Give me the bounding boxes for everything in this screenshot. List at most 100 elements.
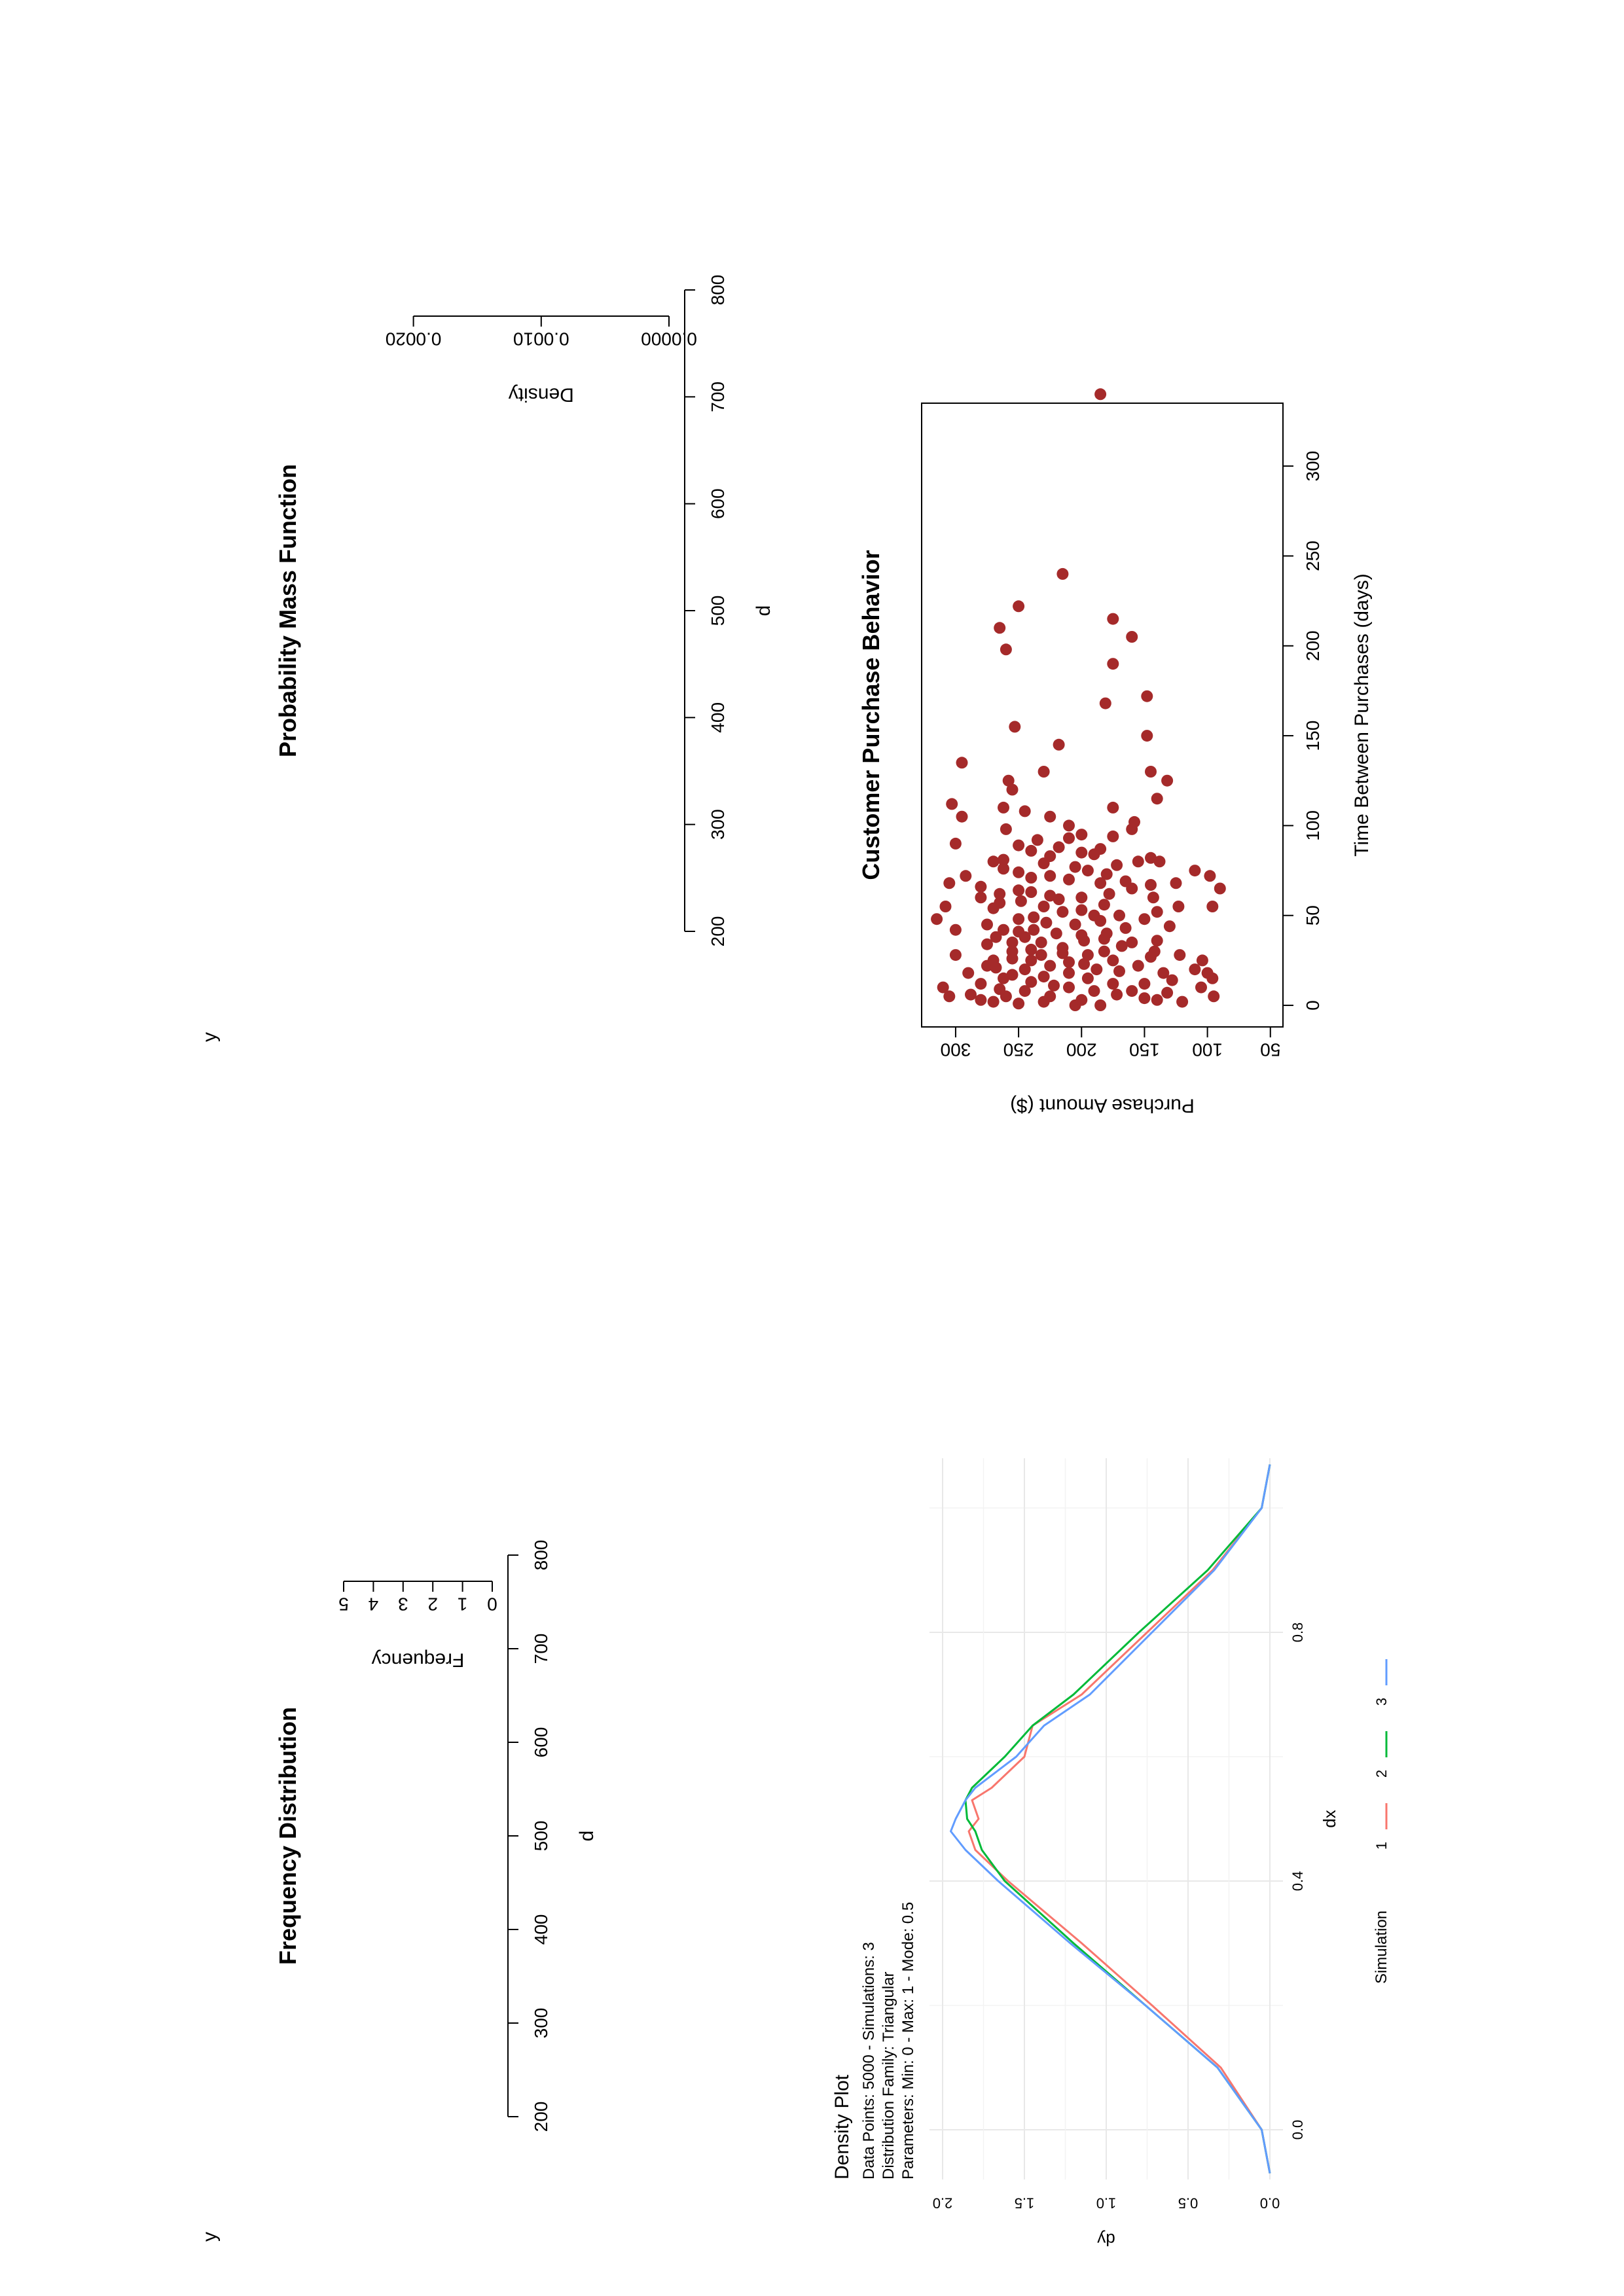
scatter-point [981, 939, 993, 950]
scatter-point [1038, 901, 1050, 912]
scatter-point [1189, 963, 1200, 975]
y-tick-label: 5 [338, 1594, 349, 1615]
scatter-point [1075, 905, 1087, 916]
scatter-point [1082, 973, 1094, 984]
scatter-point [1063, 833, 1075, 844]
scatter-point [1053, 841, 1065, 853]
scatter-point [1036, 937, 1047, 948]
scatter-point [1107, 613, 1119, 625]
density-plot-chart: 0.0 0.4 0.8 dx 0.0 0.5 1.0 1.5 2.0 dy Density Plot… [831, 1458, 1390, 2250]
scatter-point [1206, 901, 1218, 912]
scatter-point [1141, 691, 1153, 702]
x-axis-label: dx [1320, 1810, 1339, 1827]
x-tick-label: 600 [531, 1727, 551, 1758]
scatter-point [950, 838, 962, 850]
scatter-point [937, 982, 949, 994]
scatter-point [1015, 895, 1027, 907]
y-tick-label: 1 [458, 1594, 468, 1615]
scatter-point [1036, 949, 1047, 961]
legend-label: 3 [1373, 1698, 1390, 1706]
chart-title: Customer Purchase Behavior [857, 550, 884, 880]
scatter-point [931, 913, 943, 925]
scatter-point [1044, 811, 1056, 823]
density-line-series-2 [965, 1465, 1270, 2174]
scatter-point [1000, 823, 1012, 835]
scatter-point [1025, 976, 1037, 988]
scatter-point [1113, 910, 1125, 922]
scatter-point [1172, 901, 1184, 912]
scatter-point [994, 622, 1005, 634]
customer-purchase-behavior-chart: 0 50 100 150 200 250 300 Time Between Purchases… [857, 388, 1373, 1116]
scatter-point [965, 989, 977, 1001]
scatter-point [1044, 870, 1056, 882]
x-tick-label: 400 [708, 702, 728, 733]
scatter-point [1141, 730, 1153, 742]
scatter-point [975, 881, 986, 893]
scatter-point [1174, 949, 1185, 961]
scatter-point [1107, 954, 1119, 966]
x-tick-label: 200 [708, 916, 728, 947]
x-tick-label: 300 [531, 2008, 551, 2039]
scatter-point [1170, 877, 1182, 889]
scatter-point [1094, 843, 1106, 855]
scatter-point [975, 891, 986, 903]
x-tick-label: 300 [708, 809, 728, 840]
y-tick-label: 0.0000 [641, 329, 697, 350]
scatter-point [1038, 971, 1050, 982]
y-tick-label: 0 [487, 1594, 497, 1615]
scatter-point [1025, 886, 1037, 898]
scatter-point [1204, 870, 1216, 882]
x-tick-label: 250 [1303, 541, 1323, 571]
y-tick-label: 100 [1192, 1040, 1223, 1060]
scatter-point [1104, 888, 1115, 900]
y-tick-label: 50 [1260, 1040, 1280, 1060]
scatter-point [1111, 859, 1123, 871]
chart-subtitle: Distribution Family: Triangular [880, 1972, 897, 2179]
scatter-point [1063, 874, 1075, 886]
scatter-point [962, 967, 974, 979]
scatter-point [1164, 920, 1176, 932]
scatter-point [1009, 721, 1020, 732]
scatter-point [1013, 913, 1024, 925]
x-axis-label: d [753, 605, 774, 617]
scatter-point [1107, 802, 1119, 814]
scatter-point [1126, 937, 1138, 948]
scatter-point [1056, 906, 1068, 918]
scatter-point [1013, 867, 1024, 878]
scatter-point [1206, 973, 1218, 984]
chart-subtitle: Data Points: 5000 - Simulations: 3 [860, 1942, 878, 2179]
x-tick-label: 100 [1303, 810, 1323, 841]
scatter-point [1075, 929, 1087, 941]
scatter-point [1107, 978, 1119, 990]
scatter-point [1007, 969, 1019, 980]
scatter-point [975, 994, 986, 1006]
scatter-point [1019, 963, 1031, 975]
scatter-point [994, 888, 1005, 900]
scatter-point [975, 978, 986, 990]
legend-label: 2 [1373, 1770, 1390, 1778]
scatter-point [1161, 987, 1173, 999]
corner-label-bottom: y [199, 2232, 221, 2242]
x-tick-label: 150 [1303, 721, 1323, 751]
scatter-point [1053, 739, 1065, 751]
scatter-point [1013, 600, 1024, 612]
chart-subtitle: Parameters: Min: 0 - Max: 1 - Mode: 0.5 [899, 1902, 917, 2179]
scatter-point [1038, 766, 1050, 778]
scatter-point [1166, 975, 1178, 986]
y-tick-label: 1.0 [1096, 2195, 1117, 2212]
scatter-point [1161, 775, 1173, 787]
scatter-point [1013, 840, 1024, 852]
y-tick-label: 1.5 [1015, 2195, 1035, 2212]
scatter-point [1214, 883, 1226, 895]
scatter-point [1032, 834, 1043, 846]
scatter-point [988, 855, 1000, 867]
scatter-point [1126, 631, 1138, 643]
scatter-point [1051, 927, 1062, 939]
scatter-point [1094, 915, 1106, 927]
y-tick-label: 200 [1066, 1040, 1097, 1060]
scatter-point [950, 949, 962, 961]
scatter-point [998, 802, 1009, 814]
scatter-point [1070, 919, 1081, 931]
y-axis-label: Density [509, 384, 574, 406]
